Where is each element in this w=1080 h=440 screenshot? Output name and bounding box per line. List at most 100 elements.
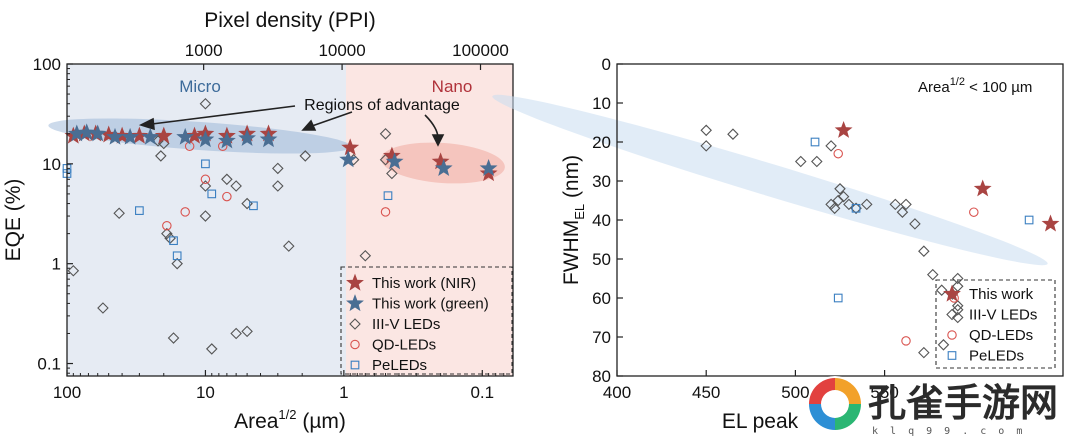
right-point-diamond	[727, 128, 739, 140]
right-ticks: 400 450 500 550 0 10 20 30 40 50 60 70 80	[592, 55, 899, 402]
right-point-diamond	[909, 218, 921, 230]
right-point-square	[1024, 215, 1034, 225]
right-legend: This work III-V LEDs QD-LEDs PeLEDs	[935, 279, 1056, 369]
left-x-tick-label: 10	[196, 383, 215, 402]
right-y-axis-title-unit: (nm)	[560, 155, 583, 204]
area-condition-prefix: Area	[918, 79, 950, 96]
right-point-circle	[833, 148, 843, 159]
this-work-trend-ellipse	[492, 94, 1048, 266]
left-legend-label: This work (green)	[372, 296, 489, 313]
left-point-square	[135, 206, 144, 215]
right-point-diamond	[896, 206, 909, 218]
right-legend-marker-circle	[947, 330, 957, 340]
right-legend-marker-diamond	[946, 308, 958, 321]
left-x-axis-title-main: Area	[234, 410, 279, 433]
left-legend-entries: This work (NIR) This work (green) III-V LE…	[346, 273, 489, 374]
nano-region	[346, 64, 513, 376]
left-point-star	[434, 159, 453, 176]
left-y-tick-label: 0.1	[37, 355, 61, 374]
left-point-star	[130, 126, 149, 144]
right-point-circle	[969, 207, 979, 217]
peacock-logo-icon	[807, 376, 863, 432]
right-x-tick-label: 400	[603, 383, 631, 402]
right-legend-entries: This work III-V LEDs QD-LEDs PeLEDs	[943, 284, 1037, 365]
area-condition-label: Area1/2 < 100 µm	[918, 76, 1032, 96]
right-legend-label: PeLEDs	[969, 348, 1024, 365]
left-point-circle	[222, 191, 232, 202]
area-condition-sup: 1/2	[950, 76, 965, 88]
right-legend-label: III-V LEDs	[969, 307, 1037, 324]
right-point-diamond	[700, 140, 712, 152]
left-y-tick-label: 100	[33, 55, 61, 74]
area-condition-suffix: < 100 µm	[965, 79, 1032, 96]
left-point-diamond	[161, 227, 173, 240]
right-point-diamond	[951, 311, 964, 324]
watermark-title: 孔雀手游网	[868, 381, 1058, 425]
left-point-diamond	[199, 97, 212, 110]
right-point-diamond	[837, 190, 850, 203]
left-point-diamond	[299, 150, 312, 162]
left-point-star	[196, 130, 215, 148]
left-top-tick-label: 100000	[452, 41, 509, 60]
right-y-tick-label: 60	[592, 289, 611, 308]
right-y-axis-title-sub: EL	[572, 204, 587, 220]
right-points	[700, 120, 1060, 359]
left-point-diamond	[97, 302, 109, 314]
left-point-diamond	[113, 207, 125, 220]
right-legend-label: QD-LEDs	[969, 327, 1033, 344]
left-legend-box	[340, 266, 513, 375]
right-y-tick-label: 40	[592, 211, 611, 230]
left-x-tick-label: 1	[339, 383, 348, 402]
left-x-axis-title: Area1/2 (µm)	[234, 407, 346, 433]
left-point-star	[141, 127, 160, 145]
left-point-star	[88, 124, 107, 142]
left-point-circle	[162, 220, 172, 231]
left-point-diamond	[272, 162, 284, 175]
left-point-square	[169, 236, 178, 246]
left-point-square	[201, 159, 210, 169]
right-point-diamond	[825, 140, 837, 152]
left-legend-marker-star	[346, 273, 364, 291]
right-y-axis-title: FWHMEL (nm)	[560, 155, 587, 285]
watermark: 孔雀手游网 k l q 9 9 . c o m	[807, 376, 1058, 437]
left-point-diamond	[230, 327, 242, 340]
left-x-axis-title-unit: (µm)	[297, 410, 346, 433]
left-point-square	[172, 251, 182, 261]
left-legend-label: III-V LEDs	[372, 316, 440, 333]
left-point-square	[207, 189, 217, 199]
left-point-star	[479, 164, 498, 182]
left-x-tick-label: 0.1	[470, 383, 494, 402]
right-point-diamond	[918, 346, 930, 359]
left-x-axis-title-sup: 1/2	[278, 407, 296, 422]
left-point-star	[339, 150, 358, 168]
left-legend-marker-square	[350, 360, 360, 370]
left-point-diamond	[282, 240, 295, 252]
right-point-star	[1041, 214, 1060, 232]
left-top-axis-title: Pixel density (PPI)	[204, 9, 376, 32]
right-point-diamond	[935, 284, 948, 296]
left-point-diamond	[221, 173, 233, 186]
left-point-diamond	[199, 180, 212, 192]
right-y-tick-label: 30	[592, 172, 611, 191]
right-point-diamond	[918, 245, 930, 257]
left-point-star	[106, 127, 124, 145]
left-legend-label: PeLEDs	[372, 357, 427, 374]
left-x-tick-label: 100	[53, 383, 81, 402]
right-point-diamond	[794, 155, 807, 168]
left-points	[62, 97, 498, 355]
right-point-star	[834, 120, 853, 138]
right-y-tick-label: 80	[592, 367, 611, 386]
right-point-square	[851, 203, 861, 213]
right-y-tick-label: 50	[592, 250, 611, 269]
left-point-star	[176, 127, 195, 145]
left-legend-label: QD-LEDs	[372, 337, 436, 354]
left-legend-label: This work (NIR)	[372, 275, 476, 292]
left-y-tick-label: 1	[52, 255, 61, 274]
right-point-circle	[901, 336, 911, 346]
left-point-star	[217, 131, 236, 149]
left-point-circle	[180, 207, 190, 217]
right-y-tick-label: 10	[592, 94, 611, 113]
left-top-tick-label: 1000	[185, 41, 223, 60]
right-point-diamond	[937, 339, 950, 351]
right-point-diamond	[951, 272, 964, 285]
